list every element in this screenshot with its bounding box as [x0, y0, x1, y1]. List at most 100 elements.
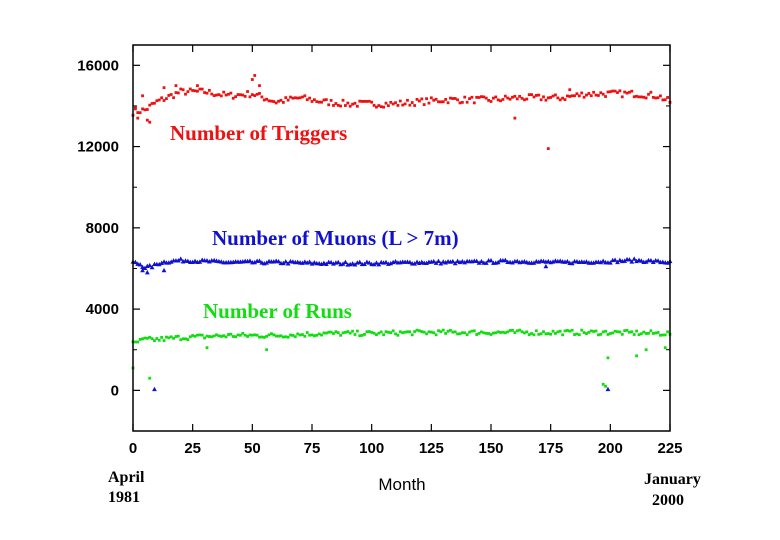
- data-point: [544, 98, 548, 102]
- data-point: [625, 91, 629, 95]
- data-point: [494, 95, 498, 99]
- data-point: [272, 100, 276, 103]
- data-point: [434, 333, 438, 337]
- data-point: [253, 333, 257, 337]
- data-point: [264, 260, 270, 265]
- data-point: [563, 329, 567, 333]
- data-point: [310, 333, 314, 337]
- data-point: [198, 87, 202, 91]
- data-point: [530, 332, 533, 335]
- data-point: [212, 94, 216, 98]
- data-point: [594, 93, 598, 97]
- data-point: [205, 334, 209, 338]
- data-point: [444, 332, 448, 335]
- data-point: [363, 333, 366, 336]
- data-point: [592, 330, 596, 333]
- data-point: [184, 337, 187, 341]
- data-point: [488, 257, 494, 263]
- data-point: [161, 267, 167, 273]
- data-point: [501, 330, 505, 334]
- data-point: [558, 329, 562, 333]
- data-point: [418, 99, 421, 103]
- data-point: [291, 334, 295, 337]
- data-point: [384, 101, 388, 105]
- data-point: [577, 94, 581, 98]
- data-point: [437, 329, 440, 333]
- data-point: [489, 333, 493, 336]
- y-axis: 0 4000 8000 12000 16000: [77, 57, 670, 399]
- data-point: [348, 331, 352, 335]
- data-point: [585, 93, 588, 97]
- data-point: [532, 95, 536, 99]
- data-point: [327, 330, 331, 334]
- data-point: [666, 330, 670, 334]
- data-point: [483, 260, 489, 265]
- data-point: [165, 335, 168, 339]
- data-point: [150, 337, 154, 341]
- data-point: [499, 331, 502, 334]
- data-point: [315, 100, 319, 104]
- data-point: [162, 99, 166, 102]
- data-point: [597, 94, 600, 97]
- data-point: [379, 105, 383, 109]
- data-point: [406, 98, 409, 102]
- data-point: [413, 104, 417, 107]
- data-point: [422, 103, 426, 106]
- x-tick-label: 225: [657, 440, 682, 457]
- data-point: [622, 258, 628, 263]
- data-point: [542, 330, 545, 334]
- data-point: [200, 333, 204, 337]
- data-point: [585, 332, 588, 335]
- x-start-label-line2: 1981: [108, 489, 140, 506]
- data-point: [434, 97, 438, 101]
- data-point: [468, 330, 471, 334]
- data-point: [312, 334, 316, 338]
- data-point: [420, 330, 424, 333]
- data-point: [527, 93, 531, 97]
- data-point: [355, 104, 359, 108]
- data-point: [389, 331, 393, 335]
- data-point: [449, 96, 452, 100]
- data-point: [620, 332, 624, 336]
- data-point: [157, 98, 161, 102]
- data-point: [592, 90, 596, 94]
- data-point: [160, 335, 164, 339]
- data-point: [253, 94, 257, 97]
- data-point: [250, 333, 254, 337]
- x-axis-title: Month: [378, 475, 425, 494]
- data-point: [527, 333, 531, 337]
- data-point: [600, 258, 606, 263]
- data-point: [291, 96, 295, 100]
- data-point: [222, 90, 226, 94]
- data-point: [639, 95, 643, 99]
- data-point: [459, 258, 465, 264]
- data-point: [191, 89, 195, 92]
- data-point: [659, 94, 662, 98]
- y-tick-label: 4000: [86, 301, 119, 318]
- data-point: [439, 100, 443, 104]
- data-point: [219, 94, 223, 98]
- data-point: [632, 95, 636, 99]
- data-point: [642, 95, 646, 99]
- data-point: [618, 89, 622, 93]
- data-point: [340, 261, 346, 266]
- data-point: [425, 332, 428, 336]
- data-point: [329, 330, 333, 334]
- y-tick-label: 12000: [77, 139, 119, 156]
- data-point: [262, 98, 266, 102]
- data-point: [606, 90, 610, 94]
- data-point: [546, 147, 550, 151]
- data-point: [391, 329, 395, 333]
- data-point: [531, 260, 537, 265]
- data-point: [363, 99, 366, 103]
- data-point: [162, 339, 166, 343]
- data-point: [300, 260, 305, 265]
- data-point: [137, 262, 143, 267]
- data-point: [145, 118, 149, 122]
- data-point: [463, 95, 467, 99]
- data-point: [438, 261, 444, 266]
- data-point: [332, 104, 335, 107]
- data-point: [487, 98, 491, 102]
- data-point: [336, 103, 340, 107]
- data-point: [407, 259, 413, 265]
